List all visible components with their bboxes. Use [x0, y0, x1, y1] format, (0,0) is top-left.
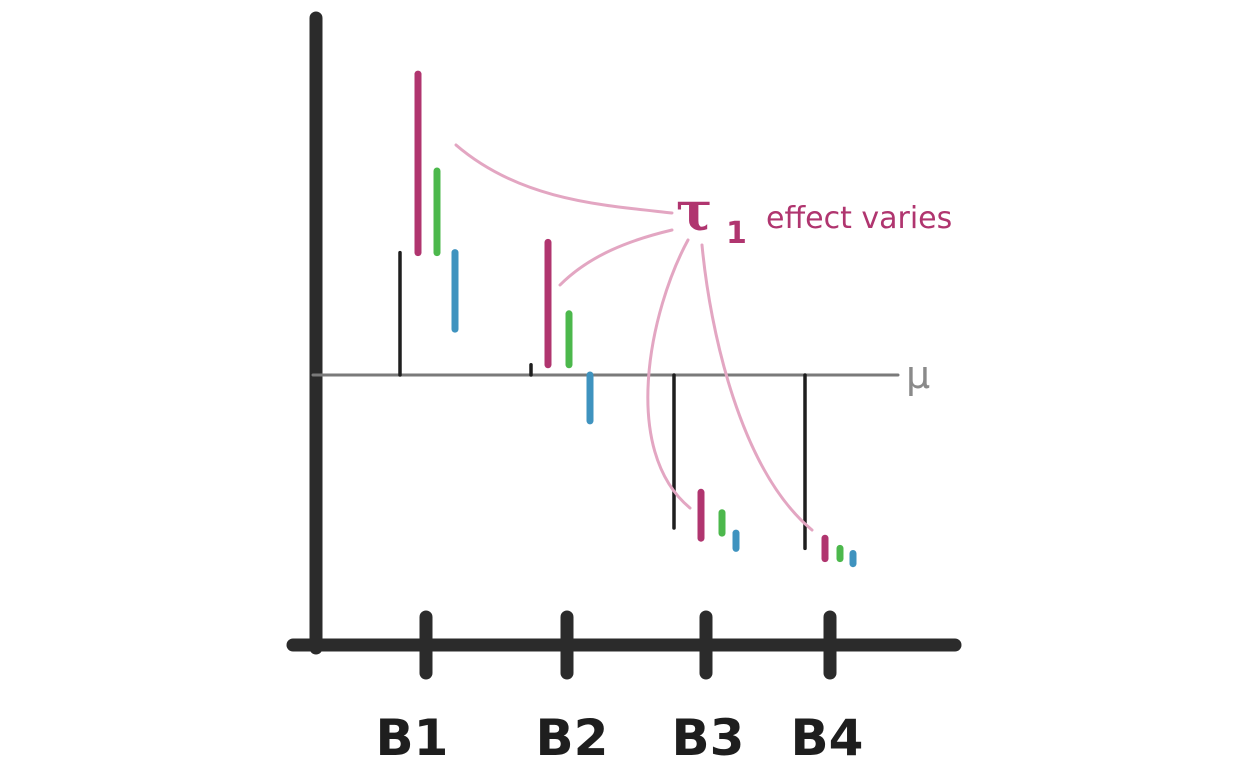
mu-label: μ — [906, 353, 930, 397]
category-label-b1: B1 — [376, 709, 449, 767]
annotation-connector-b2 — [558, 228, 674, 287]
category-label-b2: B2 — [536, 709, 609, 767]
tau-symbol: τ — [676, 179, 712, 243]
annotation-connector-b1 — [454, 143, 674, 215]
annotation-connector-b3 — [646, 238, 692, 510]
category-label-b3: B3 — [672, 709, 745, 767]
annotation-text: effect varies — [766, 201, 952, 236]
annotation-connector-b4 — [700, 243, 814, 532]
tau-subscript: 1 — [726, 216, 747, 251]
category-label-b4: B4 — [791, 709, 864, 767]
